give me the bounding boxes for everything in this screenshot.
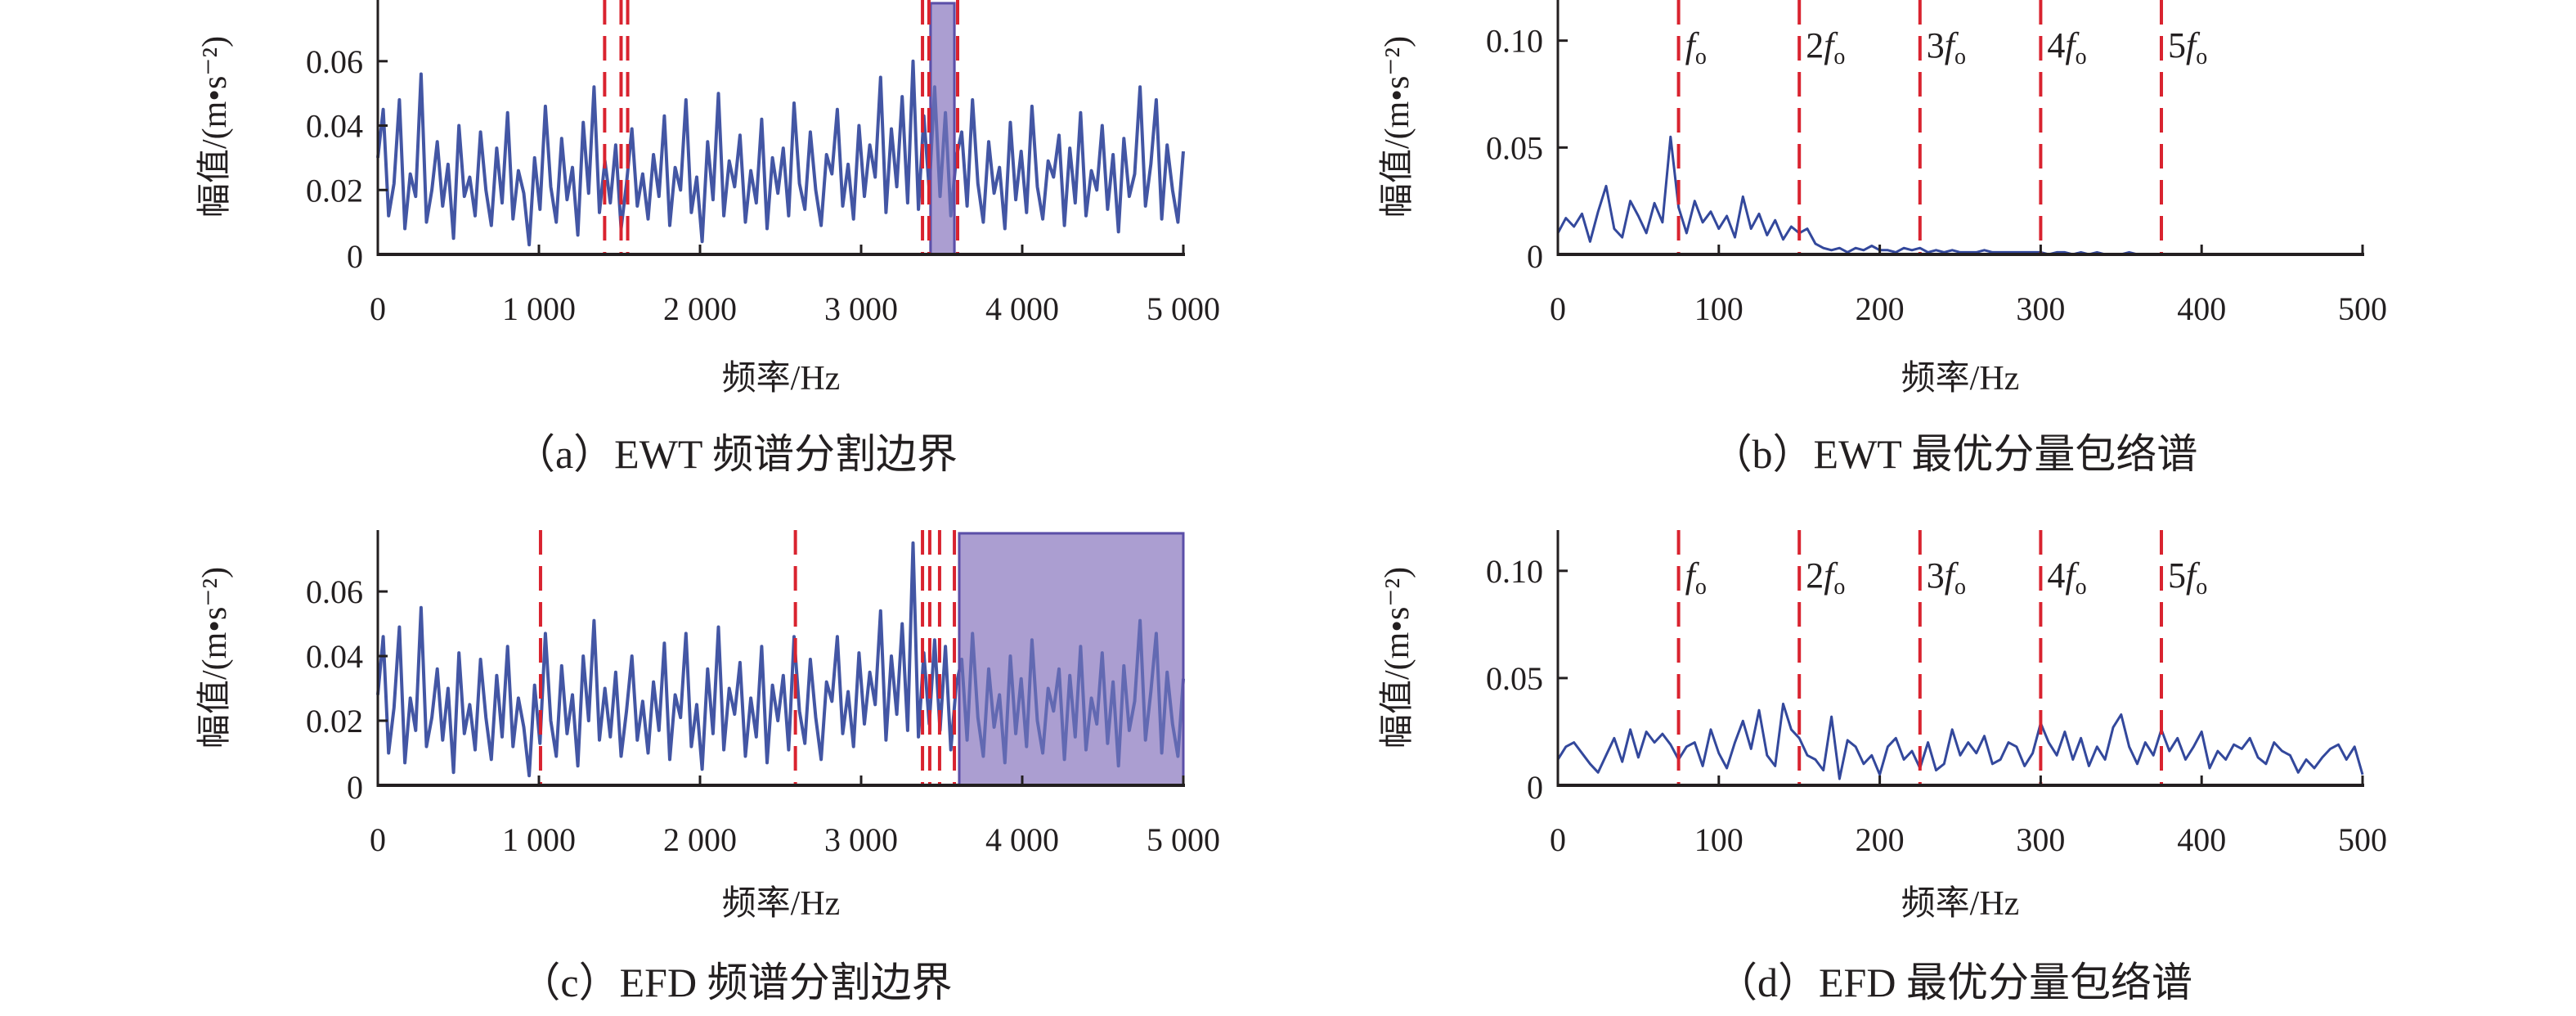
x-axis-label: 频率/Hz [1901, 884, 2020, 923]
harmonic-label: 5fo [2168, 25, 2207, 70]
panel-caption: （b）EWT 最优分量包络谱 [1712, 431, 2198, 477]
y-tick-label: 0.05 [1486, 660, 1543, 697]
series-line [376, 541, 1185, 778]
y-tick-label: 0.02 [306, 172, 363, 209]
x-tick-label: 3 000 [824, 821, 898, 858]
x-tick-label: 400 [2177, 290, 2226, 327]
y-tick-label: 0.04 [306, 108, 363, 145]
harmonic-label: fo [1685, 555, 1707, 600]
y-tick-label: 0.10 [1486, 553, 1543, 590]
y-axis-label: 幅值/(m•s⁻²) [1379, 36, 1416, 218]
x-tick-label: 500 [2338, 290, 2387, 327]
panel-caption: （d）EFD 最优分量包络谱 [1717, 960, 2192, 1005]
harmonic-label: 3fo [1927, 25, 1966, 70]
y-tick-label: 0 [1527, 238, 1543, 275]
y-tick-label: 0.02 [306, 703, 363, 740]
harmonic-label: 3fo [1927, 555, 1966, 600]
y-tick-label: 0 [347, 769, 363, 806]
x-tick-label: 2 000 [663, 821, 737, 858]
x-tick-label: 200 [1856, 821, 1905, 858]
y-tick-label: 0.06 [306, 573, 363, 610]
y-tick-label: 0.10 [1486, 23, 1543, 60]
panel-a: 幅值/(m•s⁻²) 频率/Hz （a）EWT 频谱分割边界 0 1 000 2 0… [196, 0, 1220, 477]
harmonic-label: 4fo [2047, 25, 2086, 70]
x-tick-label: 1 000 [502, 821, 576, 858]
harmonic-label: fo [1685, 25, 1707, 70]
x-tick-label: 0 [370, 821, 386, 858]
harmonic-label: 2fo [1806, 25, 1845, 70]
y-tick-label: 0 [1527, 769, 1543, 806]
x-tick-label: 0 [1550, 821, 1566, 858]
panel-d: 幅值/(m•s⁻²) 频率/Hz （d）EFD 最优分量包络谱 fo 2fo 3fo… [1379, 530, 2387, 1005]
y-tick-label: 0.05 [1486, 129, 1543, 166]
x-axis-label: 频率/Hz [722, 884, 841, 923]
x-tick-label: 0 [370, 290, 386, 327]
x-tick-label: 3 000 [824, 290, 898, 327]
y-axis-label: 幅值/(m•s⁻²) [196, 567, 234, 749]
x-tick-label: 500 [2338, 821, 2387, 858]
y-tick-label: 0.06 [306, 43, 363, 80]
x-tick-label: 0 [1550, 290, 1566, 327]
y-tick-label: 0 [347, 238, 363, 275]
x-axis-label: 频率/Hz [722, 359, 841, 398]
x-tick-label: 100 [1694, 821, 1744, 858]
x-tick-label: 5 000 [1147, 821, 1220, 858]
harmonic-label: 5fo [2168, 555, 2207, 600]
x-tick-label: 300 [2016, 290, 2065, 327]
y-tick-label: 0.04 [306, 638, 363, 675]
y-axis-label: 幅值/(m•s⁻²) [1379, 567, 1416, 749]
series-line [1556, 702, 2364, 780]
panel-c: 幅值/(m•s⁻²) 频率/Hz （c）EFD 频谱分割边界 0 1 000 2 0… [196, 530, 1220, 1005]
x-axis-label: 频率/Hz [1901, 359, 2020, 398]
selected-band-overlay [929, 2, 956, 256]
selected-band-overlay [958, 532, 1185, 787]
y-axis-label: 幅值/(m•s⁻²) [196, 36, 234, 218]
panel-b: 幅值/(m•s⁻²) 频率/Hz （b）EWT 最优分量包络谱 fo 2fo 3fo… [1379, 0, 2387, 477]
panel-caption: （a）EWT 频谱分割边界 [514, 431, 958, 477]
x-tick-label: 200 [1856, 290, 1905, 327]
harmonic-label: 4fo [2047, 555, 2086, 600]
x-tick-label: 5 000 [1147, 290, 1220, 327]
panel-caption: （c）EFD 频谱分割边界 [519, 960, 952, 1005]
harmonic-label: 2fo [1806, 555, 1845, 600]
x-tick-label: 400 [2177, 821, 2226, 858]
series-line [376, 59, 1185, 247]
x-tick-label: 4 000 [985, 821, 1059, 858]
x-tick-label: 4 000 [985, 290, 1059, 327]
x-tick-label: 2 000 [663, 290, 737, 327]
x-tick-label: 1 000 [502, 290, 576, 327]
x-tick-label: 300 [2016, 821, 2065, 858]
x-tick-label: 100 [1694, 290, 1744, 327]
